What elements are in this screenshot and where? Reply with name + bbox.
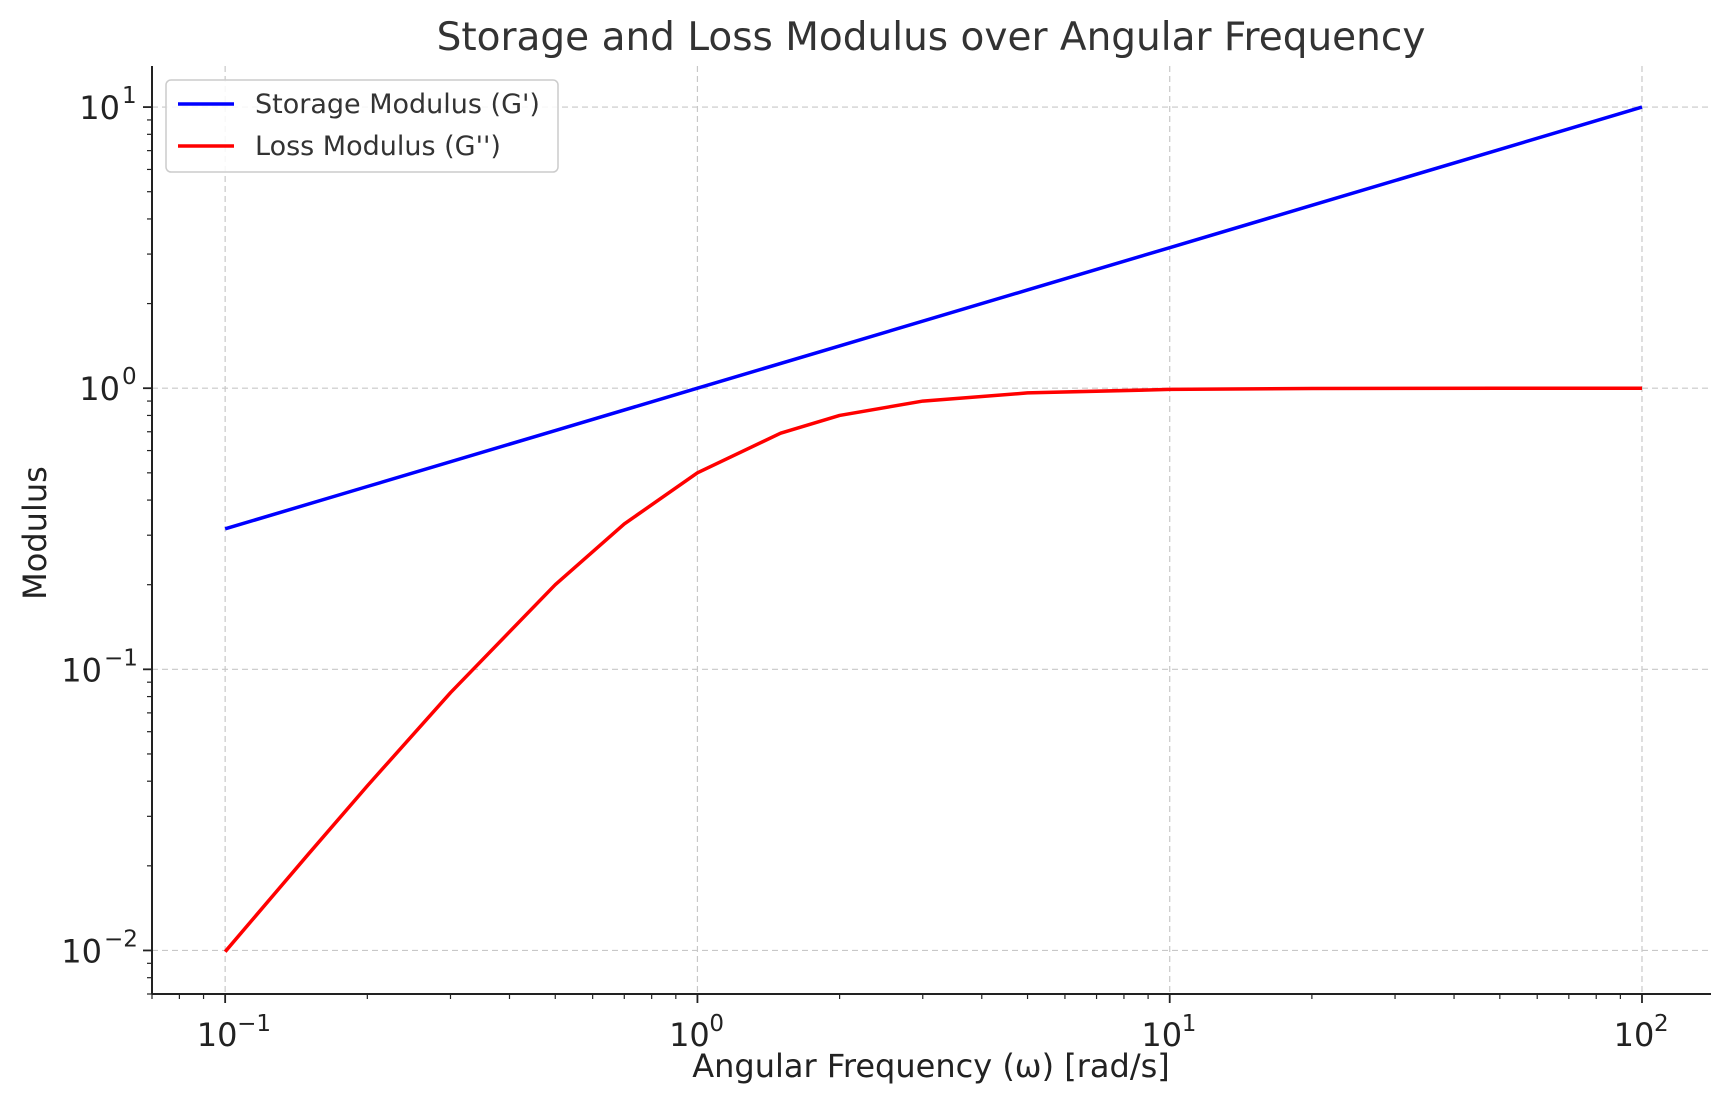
loss-modulus-line xyxy=(223,386,1642,953)
x-tick-label: 10 xyxy=(197,1016,238,1054)
y-tick-label-exponent: 1 xyxy=(122,83,137,109)
y-tick-label: 10 xyxy=(61,932,102,970)
x-tick-label-exponent: −1 xyxy=(237,1011,271,1037)
y-tick-label: 10 xyxy=(79,89,120,127)
y-tick-label: 10 xyxy=(79,370,120,408)
x-tick-label: 10 xyxy=(669,1016,710,1054)
legend-label-loss: Loss Modulus (G'') xyxy=(255,131,501,162)
ticks: 10 −1 10 0 10 1 10 210 −210 −110 010 1 xyxy=(61,83,1668,1054)
y-axis-label: Modulus xyxy=(16,466,54,600)
x-tick-label: 10 xyxy=(1614,1016,1655,1054)
y-tick-label: 10 xyxy=(61,651,102,689)
chart-title: Storage and Loss Modulus over Angular Fr… xyxy=(437,15,1426,60)
grid xyxy=(152,66,1711,994)
storage-modulus-line xyxy=(224,105,1643,531)
y-tick-label-exponent: −1 xyxy=(104,645,138,671)
y-tick-label-exponent: 0 xyxy=(122,364,137,390)
legend-label-storage: Storage Modulus (G') xyxy=(255,89,540,120)
series-lines xyxy=(223,105,1643,953)
axes xyxy=(151,66,1711,995)
x-tick-label: 10 xyxy=(1141,1016,1182,1054)
legend: Storage Modulus (G') Loss Modulus (G'') xyxy=(165,79,559,173)
x-tick-label-exponent: 2 xyxy=(1654,1011,1669,1037)
legend-frame xyxy=(165,79,559,173)
x-tick-label-exponent: 0 xyxy=(709,1011,724,1037)
x-axis-label: Angular Frequency (ω) [rad/s] xyxy=(692,1047,1170,1085)
y-tick-label-exponent: −2 xyxy=(104,926,138,952)
x-tick-label-exponent: 1 xyxy=(1182,1011,1197,1037)
